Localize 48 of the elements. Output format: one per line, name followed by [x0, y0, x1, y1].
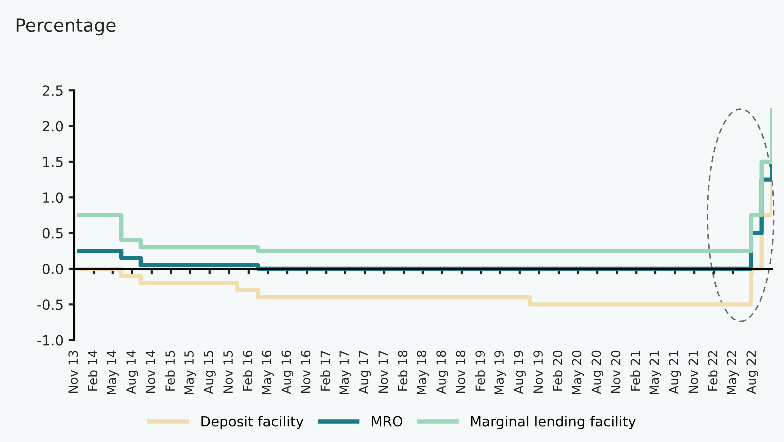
x-tick-label: Nov 15: [224, 351, 234, 394]
x-tick-label: May 15: [184, 351, 196, 395]
x-tick-label: Aug 20: [592, 350, 604, 394]
x-tick-label: Feb 21: [630, 351, 640, 391]
x-tick-label: May 19: [494, 350, 506, 395]
legend-label: MRO: [372, 416, 403, 427]
x-tick-label: Feb 14: [88, 350, 98, 391]
x-tick-label: Aug 17: [359, 351, 372, 394]
x-tick-label: May 20: [572, 350, 584, 395]
y-axis-title: Percentage: [16, 18, 116, 36]
y-tick-label: 2.0: [42, 121, 64, 132]
legend-label: Marginal lending facility: [471, 416, 636, 430]
x-tick-label: Nov 13: [68, 351, 78, 394]
x-tick-label: Aug 18: [436, 350, 449, 394]
x-tick-label: Feb 15: [165, 351, 176, 391]
x-tick-label: Aug 15: [204, 351, 216, 394]
y-tick-label: 0.5: [42, 228, 63, 239]
x-tick-label: May 17: [340, 351, 352, 395]
y-tick-label: -1.0: [38, 335, 64, 346]
y-tick-label: 1.0: [44, 192, 64, 204]
x-tick-label: Aug 22: [746, 351, 759, 394]
x-tick-label: Nov 20: [611, 350, 621, 394]
y-tick-label: 1.5: [44, 157, 63, 168]
x-tick-label: May 18: [417, 350, 429, 395]
x-tick-label: Nov 17: [378, 351, 388, 394]
x-tick-label: May 21: [650, 351, 662, 395]
x-tick-label: Aug 19: [514, 350, 526, 394]
x-tick-label: Nov 19: [534, 350, 544, 394]
x-tick-label: Aug 21: [669, 351, 682, 394]
y-tick-label: -0.5: [38, 300, 63, 310]
x-tick-label: Aug 14: [126, 350, 138, 394]
x-tick-label: Nov 18: [456, 350, 466, 394]
x-tick-label: Feb 22: [708, 351, 718, 391]
y-tick-label: 2.5: [42, 86, 63, 96]
x-tick-label: Feb 20: [552, 350, 563, 391]
x-tick-label: Feb 16: [242, 350, 253, 391]
legend-label: Deposit facility: [202, 416, 304, 430]
x-tick-label: Nov 21: [688, 351, 698, 394]
x-tick-label: Aug 16: [282, 350, 294, 394]
x-tick-label: May 14: [107, 350, 119, 395]
x-tick-label: Nov 16: [301, 350, 311, 394]
x-tick-label: May 16: [262, 350, 274, 395]
x-tick-label: Feb 18: [398, 350, 408, 391]
x-tick-label: Feb 17: [320, 351, 330, 391]
y-tick-label: 0.0: [42, 264, 64, 274]
x-tick-label: May 22: [727, 351, 740, 395]
x-tick-label: Nov 14: [146, 350, 156, 394]
x-tick-label: Feb 19: [475, 350, 486, 391]
